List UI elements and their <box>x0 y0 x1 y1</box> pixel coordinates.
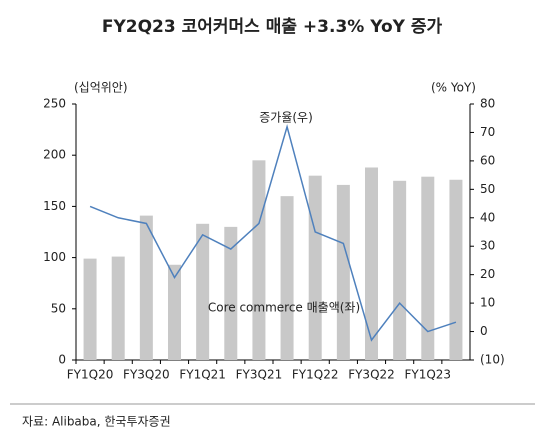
bar <box>139 215 153 360</box>
bar <box>308 175 322 360</box>
source: 자료: Alibaba, 한국투자증권 <box>22 415 171 429</box>
y2-tick-label: 10 <box>480 296 495 310</box>
line <box>89 123 457 342</box>
x-tick-label: FY1Q20 <box>67 368 114 382</box>
y2-tick-label: (10) <box>480 353 505 367</box>
bar <box>83 258 97 360</box>
y2-tick-label: 40 <box>480 210 495 224</box>
x-tick-label: FY1Q23 <box>404 368 451 382</box>
x-tick-label: FY1Q21 <box>179 368 226 382</box>
y2-tick-label: 80 <box>480 97 495 111</box>
y-tick-label: 150 <box>43 199 66 213</box>
x-tick-label: FY1Q22 <box>292 368 339 382</box>
y-tick-label: 100 <box>43 250 66 264</box>
bar <box>336 184 350 360</box>
bar <box>393 180 407 360</box>
y2-tick-label: 50 <box>480 182 495 196</box>
bar <box>252 160 266 360</box>
y-tick-label: 200 <box>43 148 66 162</box>
bar-annotation: Core commerce 매출액(좌) <box>208 301 360 315</box>
bar <box>196 223 210 360</box>
y2-tick-label: 70 <box>480 125 495 139</box>
y2-tick-label: 20 <box>480 267 495 281</box>
y-tick-label: 250 <box>43 97 66 111</box>
y2-tick-label: 60 <box>480 153 495 167</box>
y2-tick-label: 30 <box>480 239 495 253</box>
y-unit: (십억위안) <box>74 81 128 95</box>
bar <box>168 264 181 360</box>
y2-tick-label: 0 <box>480 324 488 338</box>
x-tick-label: FY3Q20 <box>123 368 170 382</box>
bar <box>449 179 463 360</box>
bar <box>365 167 378 360</box>
y-tick-label: 50 <box>51 301 66 315</box>
y2-unit: (% YoY) <box>431 81 476 95</box>
bar <box>421 176 435 360</box>
bar <box>111 256 125 360</box>
bar <box>224 226 238 360</box>
bar <box>280 196 294 360</box>
x-tick-label: FY3Q22 <box>348 368 395 382</box>
y-tick-label: 0 <box>58 353 66 367</box>
x-tick-label: FY3Q21 <box>236 368 283 382</box>
chart-title: FY2Q23 코어커머스 매출 +3.3% YoY 증가 <box>102 17 443 37</box>
line-annotation: 증가율(우) <box>259 111 313 125</box>
